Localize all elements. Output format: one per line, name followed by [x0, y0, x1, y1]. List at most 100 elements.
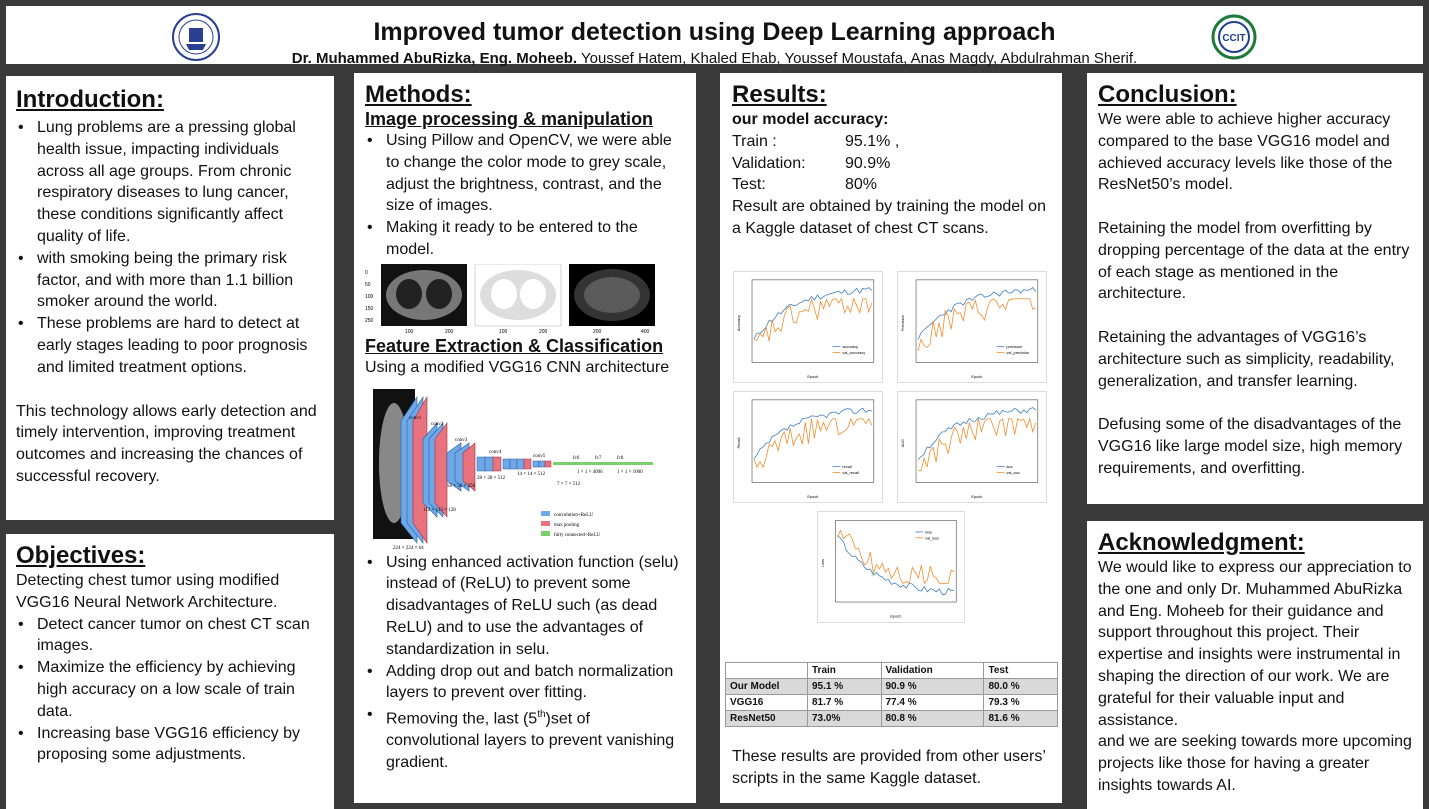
svg-text:Epoch: Epoch — [890, 614, 901, 619]
methods-subheading-feature-extraction: Feature Extraction & Classification — [365, 335, 664, 356]
svg-text:fc7: fc7 — [595, 456, 602, 461]
table-row: VGG16 81.7 % 77.4 % 79.3 % — [725, 694, 1058, 711]
svg-text:conv4: conv4 — [489, 450, 502, 455]
svg-text:precision: precision — [1006, 344, 1022, 349]
methods-list-2: Using enhanced activation function (selu… — [365, 552, 686, 774]
accuracy-title: our model accuracy: — [732, 111, 889, 128]
list-item: Lung problems are a pressing global heal… — [16, 117, 324, 248]
svg-text:Epoch: Epoch — [971, 374, 982, 379]
svg-text:val_accuracy: val_accuracy — [842, 350, 865, 355]
results-heading: Results: — [732, 81, 827, 108]
svg-text:400: 400 — [641, 329, 650, 334]
introduction-list: Lung problems are a pressing global heal… — [16, 117, 324, 379]
svg-text:56 × 56 × 256: 56 × 56 × 256 — [447, 484, 476, 489]
svg-text:auc: auc — [1006, 464, 1012, 469]
introduction-heading: Introduction: — [16, 86, 164, 113]
accuracy-row-test: Test: 80% — [732, 176, 878, 194]
svg-text:CCIT: CCIT — [1222, 33, 1245, 44]
list-item: Detect cancer tumor on chest CT scan ima… — [16, 614, 324, 658]
poster-title: Improved tumor detection using Deep Lear… — [373, 18, 1056, 46]
svg-text:200: 200 — [593, 329, 602, 334]
list-item: Using enhanced activation function (selu… — [365, 552, 686, 661]
svg-text:1 × 1 × 4096: 1 × 1 × 4096 — [577, 470, 603, 475]
svg-text:Epoch: Epoch — [971, 494, 982, 499]
svg-text:conv1: conv1 — [409, 416, 422, 421]
svg-text:100: 100 — [365, 294, 374, 300]
svg-text:Recall: Recall — [736, 438, 741, 449]
methods-subheading-text: Using a modified VGG16 CNN architecture — [365, 358, 670, 376]
table-row: ResNet50 73.0% 80.8 % 81.6 % — [725, 710, 1058, 727]
svg-text:Epoch: Epoch — [807, 374, 818, 379]
methods-subheading-image-processing: Image processing & manipulation — [365, 109, 654, 129]
table-row: Train Validation Test — [725, 662, 1058, 679]
svg-text:Precision: Precision — [900, 315, 905, 331]
svg-text:1 × 1 × 1000: 1 × 1 × 1000 — [617, 470, 643, 475]
svg-text:224 × 224 × 64: 224 × 224 × 64 — [393, 546, 424, 551]
objectives-panel: Objectives: Detecting chest tumor using … — [6, 534, 334, 809]
svg-text:conv3: conv3 — [455, 438, 468, 443]
svg-text:max pooling: max pooling — [554, 523, 580, 528]
table-row: Our Model 95.1 % 90.9 % 80.0 % — [725, 678, 1058, 695]
svg-text:200: 200 — [445, 329, 454, 334]
methods-heading: Methods: — [365, 81, 472, 108]
conclusion-paragraph: Defusing some of the disadvantages of th… — [1098, 416, 1403, 477]
list-item: Making it ready to be entered to the mod… — [365, 217, 686, 261]
svg-text:250: 250 — [365, 318, 374, 324]
accuracy-row-validation: Validation: 90.9% — [732, 154, 891, 172]
conclusion-paragraph: We were able to achieve higher accuracy … — [1098, 111, 1393, 194]
poster-authors: Dr. Muhammed AbuRizka, Eng. Moheeb. Yous… — [291, 50, 1138, 67]
list-item: Using Pillow and OpenCV, we were able to… — [365, 130, 686, 217]
svg-text:fc8: fc8 — [617, 456, 624, 461]
svg-text:conv5: conv5 — [533, 454, 546, 459]
vgg16-architecture-diagram: conv1 conv2 conv3 conv4 conv5 fc6 fc7 fc… — [365, 382, 660, 551]
ct-scan-images: 0 50 100 150 250 100 200 100 200 200 400 — [365, 263, 655, 334]
objectives-heading: Objectives: — [16, 542, 146, 569]
acknowledgment-paragraph: We would like to express our appreciatio… — [1098, 559, 1412, 729]
methods-panel: Methods: Image processing & manipulation… — [354, 73, 696, 803]
methods-list-1: Using Pillow and OpenCV, we were able to… — [365, 130, 686, 261]
svg-text:112 × 112 × 128: 112 × 112 × 128 — [423, 508, 456, 513]
results-description: Result are obtained by training the mode… — [732, 198, 1046, 237]
accuracy-row-train: Train :95.1% , — [732, 132, 900, 150]
svg-text:conv2: conv2 — [431, 422, 444, 427]
conclusion-paragraph: Retaining the model from overfitting by … — [1098, 219, 1410, 303]
results-table: Train Validation Test Our Model 95.1 % 90.9 … — [725, 662, 1058, 727]
svg-text:Epoch: Epoch — [807, 494, 818, 499]
acknowledgment-paragraph: and we are seeking towards more upcoming… — [1098, 733, 1412, 794]
svg-text:convolution+ReLU: convolution+ReLU — [554, 513, 593, 518]
svg-text:val_loss: val_loss — [925, 535, 939, 540]
introduction-paragraph: This technology allows early detection a… — [16, 402, 317, 485]
svg-text:200: 200 — [539, 329, 548, 334]
svg-text:recall: recall — [842, 464, 851, 469]
svg-text:val_auc: val_auc — [1006, 470, 1020, 475]
svg-text:100: 100 — [499, 329, 508, 334]
acknowledgment-heading: Acknowledgment: — [1098, 529, 1305, 556]
svg-text:fully connected+ReLU: fully connected+ReLU — [554, 533, 600, 538]
svg-text:7 × 7 × 512: 7 × 7 × 512 — [557, 482, 581, 487]
ccit-logo-icon: CCIT — [1211, 14, 1257, 60]
svg-text:50: 50 — [365, 282, 371, 288]
list-item: Maximize the efficiency by achieving hig… — [16, 657, 324, 722]
objectives-list: Detect cancer tumor on chest CT scan ima… — [16, 614, 324, 767]
introduction-panel: Introduction: Lung problems are a pressi… — [6, 76, 334, 520]
conclusion-panel: Conclusion: We were able to achieve high… — [1087, 73, 1423, 504]
poster-header: Improved tumor detection using Deep Lear… — [6, 6, 1423, 67]
list-item: These problems are hard to detect at ear… — [16, 313, 324, 378]
svg-text:Loss: Loss — [820, 559, 825, 567]
svg-text:AUC: AUC — [900, 439, 905, 447]
results-footer: These results are provided from other us… — [732, 748, 1046, 787]
list-item: Removing the, last (5th)set of convoluti… — [365, 704, 686, 774]
objectives-lead: Detecting chest tumor using modified VGG… — [16, 572, 280, 611]
svg-text:val_precision: val_precision — [1006, 350, 1029, 355]
acknowledgment-panel: Acknowledgment: We would like to express… — [1087, 521, 1423, 809]
conclusion-paragraph: Retaining the advantages of VGG16’s arch… — [1098, 328, 1395, 390]
svg-text:accuracy: accuracy — [842, 344, 858, 349]
conclusion-heading: Conclusion: — [1098, 81, 1237, 108]
list-item: Increasing base VGG16 efficiency by prop… — [16, 723, 324, 767]
list-item: Adding drop out and batch normalization … — [365, 661, 686, 705]
